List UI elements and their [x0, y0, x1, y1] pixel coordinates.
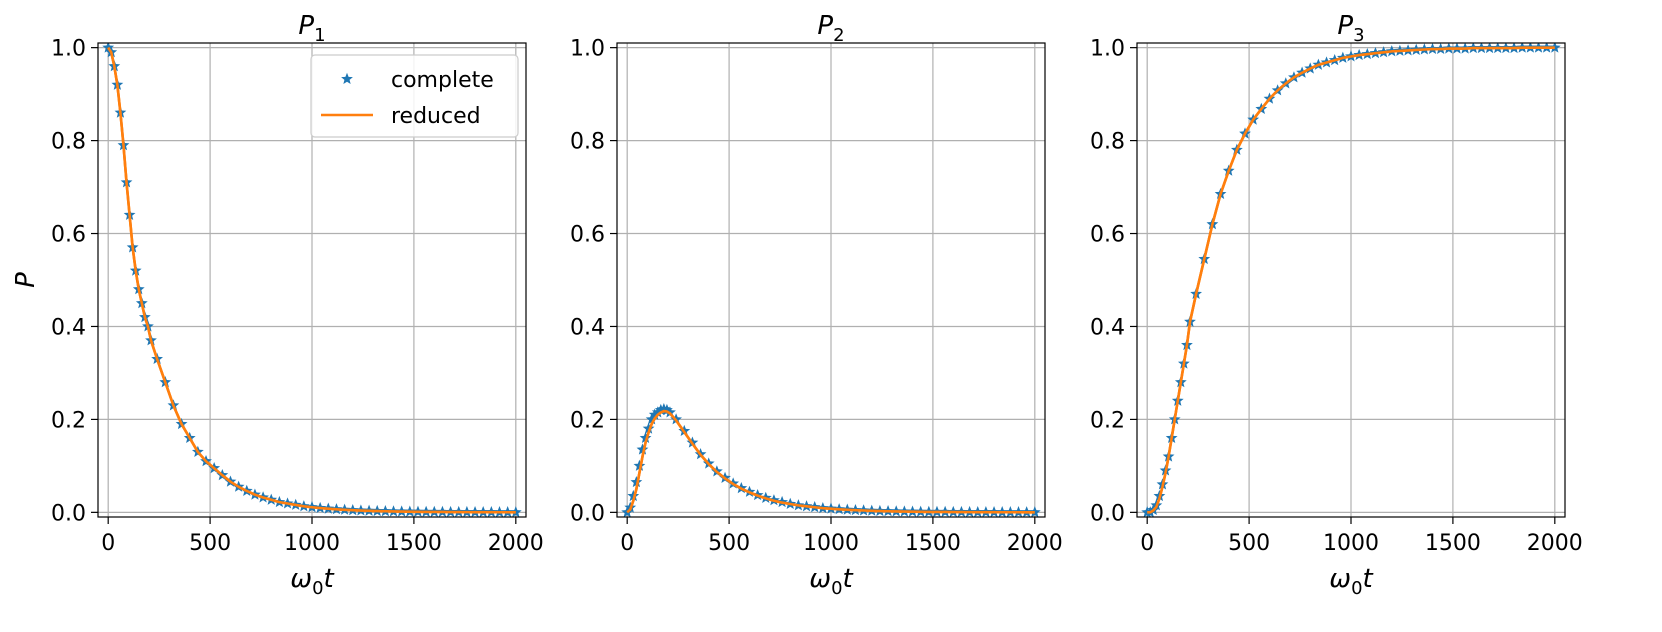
y-tick-label: 1.0: [570, 37, 605, 62]
x-tick-label: 0: [101, 531, 115, 556]
y-tick-label: 0.2: [1090, 408, 1125, 433]
plot-area: [102, 43, 522, 517]
y-tick-label: 0.2: [570, 408, 605, 433]
y-tick-label: 0.4: [1090, 315, 1125, 340]
x-axis-label: ω0t: [290, 564, 334, 599]
y-tick-label: 0.8: [1090, 130, 1125, 155]
legend-label: complete: [391, 68, 494, 93]
subplot-2: 0 500 1000 1500 2000 0.0 0.2 0.4 0.6 0.8 1.0 P2 ω0t: [570, 11, 1063, 599]
x-tick-label: 1000: [1323, 531, 1379, 556]
y-tick-label: 0.6: [1090, 223, 1125, 248]
x-tick-label: 500: [708, 531, 750, 556]
x-tick-label: 2000: [488, 531, 544, 556]
y-tick-label: 0.4: [570, 315, 605, 340]
data-point-complete: [633, 459, 646, 471]
chart-title: P3: [1337, 11, 1364, 46]
series-line-reduced-top: [626, 409, 1035, 514]
chart-title: P2: [817, 11, 844, 46]
y-tick-label: 1.0: [51, 37, 86, 62]
plot-area: [1141, 43, 1561, 517]
series-line-reduced-top: [1147, 46, 1555, 514]
subplot-1: 0 500 1000 1500 2000 0.0 0.2 0.4 0.6 0.8 1.0 P1 ω0t P…: [11, 11, 544, 599]
x-tick-label: 500: [1228, 531, 1270, 556]
x-tick-label: 1000: [284, 531, 340, 556]
x-tick-label: 2000: [1007, 531, 1063, 556]
data-point-complete: [639, 431, 652, 444]
x-tick-label: 500: [189, 531, 231, 556]
data-point-complete: [636, 443, 649, 455]
y-tick-label: 0.6: [51, 223, 86, 248]
x-axis-label: ω0t: [1329, 564, 1373, 599]
x-tick-label: 1500: [1425, 531, 1481, 556]
x-tick-label: 0: [1140, 531, 1154, 556]
legend-marker-star: [341, 72, 353, 85]
y-tick-label: 0.0: [570, 501, 605, 526]
x-tick-label: 0: [620, 531, 634, 556]
y-tick-label: 0.8: [51, 130, 86, 155]
x-tick-label: 1500: [905, 531, 961, 556]
data-point-complete: [630, 475, 643, 488]
y-tick-label: 0.8: [570, 130, 605, 155]
data-point-complete: [651, 406, 664, 418]
series-line-reduced-top: [107, 46, 516, 514]
x-tick-label: 1500: [386, 531, 442, 556]
data-point-complete: [661, 403, 673, 416]
legend: complete reduced: [310, 54, 519, 138]
data-point-complete: [627, 489, 640, 502]
legend-box: [310, 54, 519, 138]
legend-label: reduced: [391, 104, 481, 129]
x-axis-label: ω0t: [809, 564, 853, 599]
y-tick-label: 0.6: [570, 223, 605, 248]
y-tick-label: 0.2: [51, 408, 86, 433]
y-tick-label: 0.0: [1090, 501, 1125, 526]
data-point-complete: [642, 422, 655, 434]
subplot-3: 0 500 1000 1500 2000 0.0 0.2 0.4 0.6 0.8 1.0 P3 ω0t: [1090, 11, 1583, 599]
x-tick-label: 2000: [1527, 531, 1583, 556]
x-tick-label: 1000: [803, 531, 859, 556]
y-tick-label: 1.0: [1090, 37, 1125, 62]
y-tick-label: 0.4: [51, 315, 86, 340]
chart-title: P1: [298, 11, 325, 46]
plot-area: [621, 402, 1041, 517]
data-point-complete: [648, 408, 661, 420]
y-tick-label: 0.0: [51, 501, 86, 526]
y-axis-label: P: [11, 272, 41, 288]
